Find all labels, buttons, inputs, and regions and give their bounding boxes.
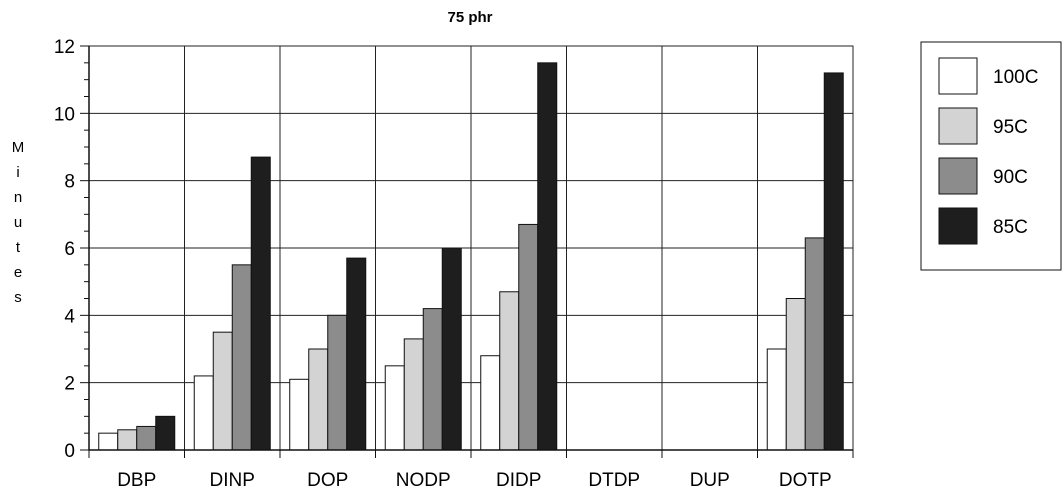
legend-label-95c: 95C xyxy=(993,117,1028,138)
bar-dbp-100c xyxy=(98,432,119,451)
y-tick-label: 6 xyxy=(64,239,75,260)
grid-lines xyxy=(88,45,854,451)
legend-swatch-95c xyxy=(938,107,978,145)
y-axis-label-letter: t xyxy=(16,239,21,256)
y-axis-label-letter: s xyxy=(14,289,22,306)
legend-swatch-100c xyxy=(938,57,978,95)
legend: 100C 95C 90C 85C xyxy=(920,41,1062,271)
y-tick-label: 4 xyxy=(64,306,75,327)
y-tick-label: 2 xyxy=(64,374,75,395)
x-category-label: DTDP xyxy=(588,470,640,491)
bar-dinp-85c xyxy=(250,156,271,451)
x-category-label: DOTP xyxy=(779,470,832,491)
legend-label-90c: 90C xyxy=(993,167,1028,188)
bar-dinp-100c xyxy=(193,375,214,451)
bars-layer xyxy=(98,62,844,451)
x-category-label: DOP xyxy=(307,470,348,491)
bar-dbp-85c xyxy=(155,415,176,451)
bar-nodp-85c xyxy=(441,247,462,451)
legend-label-100c: 100C xyxy=(993,67,1038,88)
bar-dotp-85c xyxy=(823,72,844,451)
axes: 0 2 4 6 8 10 12 DBP DINP DOP NODP DIDP DTDP DUP DOTP xyxy=(54,37,854,491)
chart-title: 75 phr xyxy=(447,9,492,26)
bar-dop-90c xyxy=(327,314,348,451)
bar-didp-90c xyxy=(518,223,539,451)
bar-dop-100c xyxy=(289,378,310,451)
y-axis-label-letter: M xyxy=(12,139,25,156)
bar-dinp-95c xyxy=(212,331,233,451)
bar-dop-85c xyxy=(346,257,367,451)
legend-label-85c: 85C xyxy=(993,217,1028,238)
bar-dotp-95c xyxy=(785,298,806,451)
bar-nodp-95c xyxy=(403,338,424,451)
bar-dop-95c xyxy=(308,348,329,451)
y-axis-label-letter: n xyxy=(14,189,22,206)
bar-dinp-90c xyxy=(231,264,252,451)
bar-nodp-90c xyxy=(422,308,443,451)
bar-dbp-90c xyxy=(136,425,157,451)
bar-didp-85c xyxy=(537,62,558,451)
x-category-label: NODP xyxy=(396,470,451,491)
y-axis-label-letter: u xyxy=(14,214,22,231)
x-category-label: DBP xyxy=(117,470,156,491)
x-category-label: DINP xyxy=(210,470,255,491)
bar-didp-95c xyxy=(499,291,520,451)
y-tick-label: 8 xyxy=(64,172,75,193)
y-tick-label: 12 xyxy=(54,37,75,58)
bar-dotp-100c xyxy=(766,348,787,451)
x-category-label: DIDP xyxy=(496,470,541,491)
bar-nodp-100c xyxy=(384,365,405,451)
y-axis-label-letter: i xyxy=(16,164,19,181)
bar-dotp-90c xyxy=(804,237,825,451)
y-axis-label-letter: e xyxy=(14,264,22,281)
bar-didp-100c xyxy=(480,355,501,451)
legend-swatch-90c xyxy=(938,157,978,195)
legend-swatch-85c xyxy=(938,207,978,245)
y-tick-label: 0 xyxy=(64,441,75,462)
x-category-label: DUP xyxy=(690,470,730,491)
bar-dbp-95c xyxy=(117,429,138,451)
y-tick-label: 10 xyxy=(54,104,75,125)
